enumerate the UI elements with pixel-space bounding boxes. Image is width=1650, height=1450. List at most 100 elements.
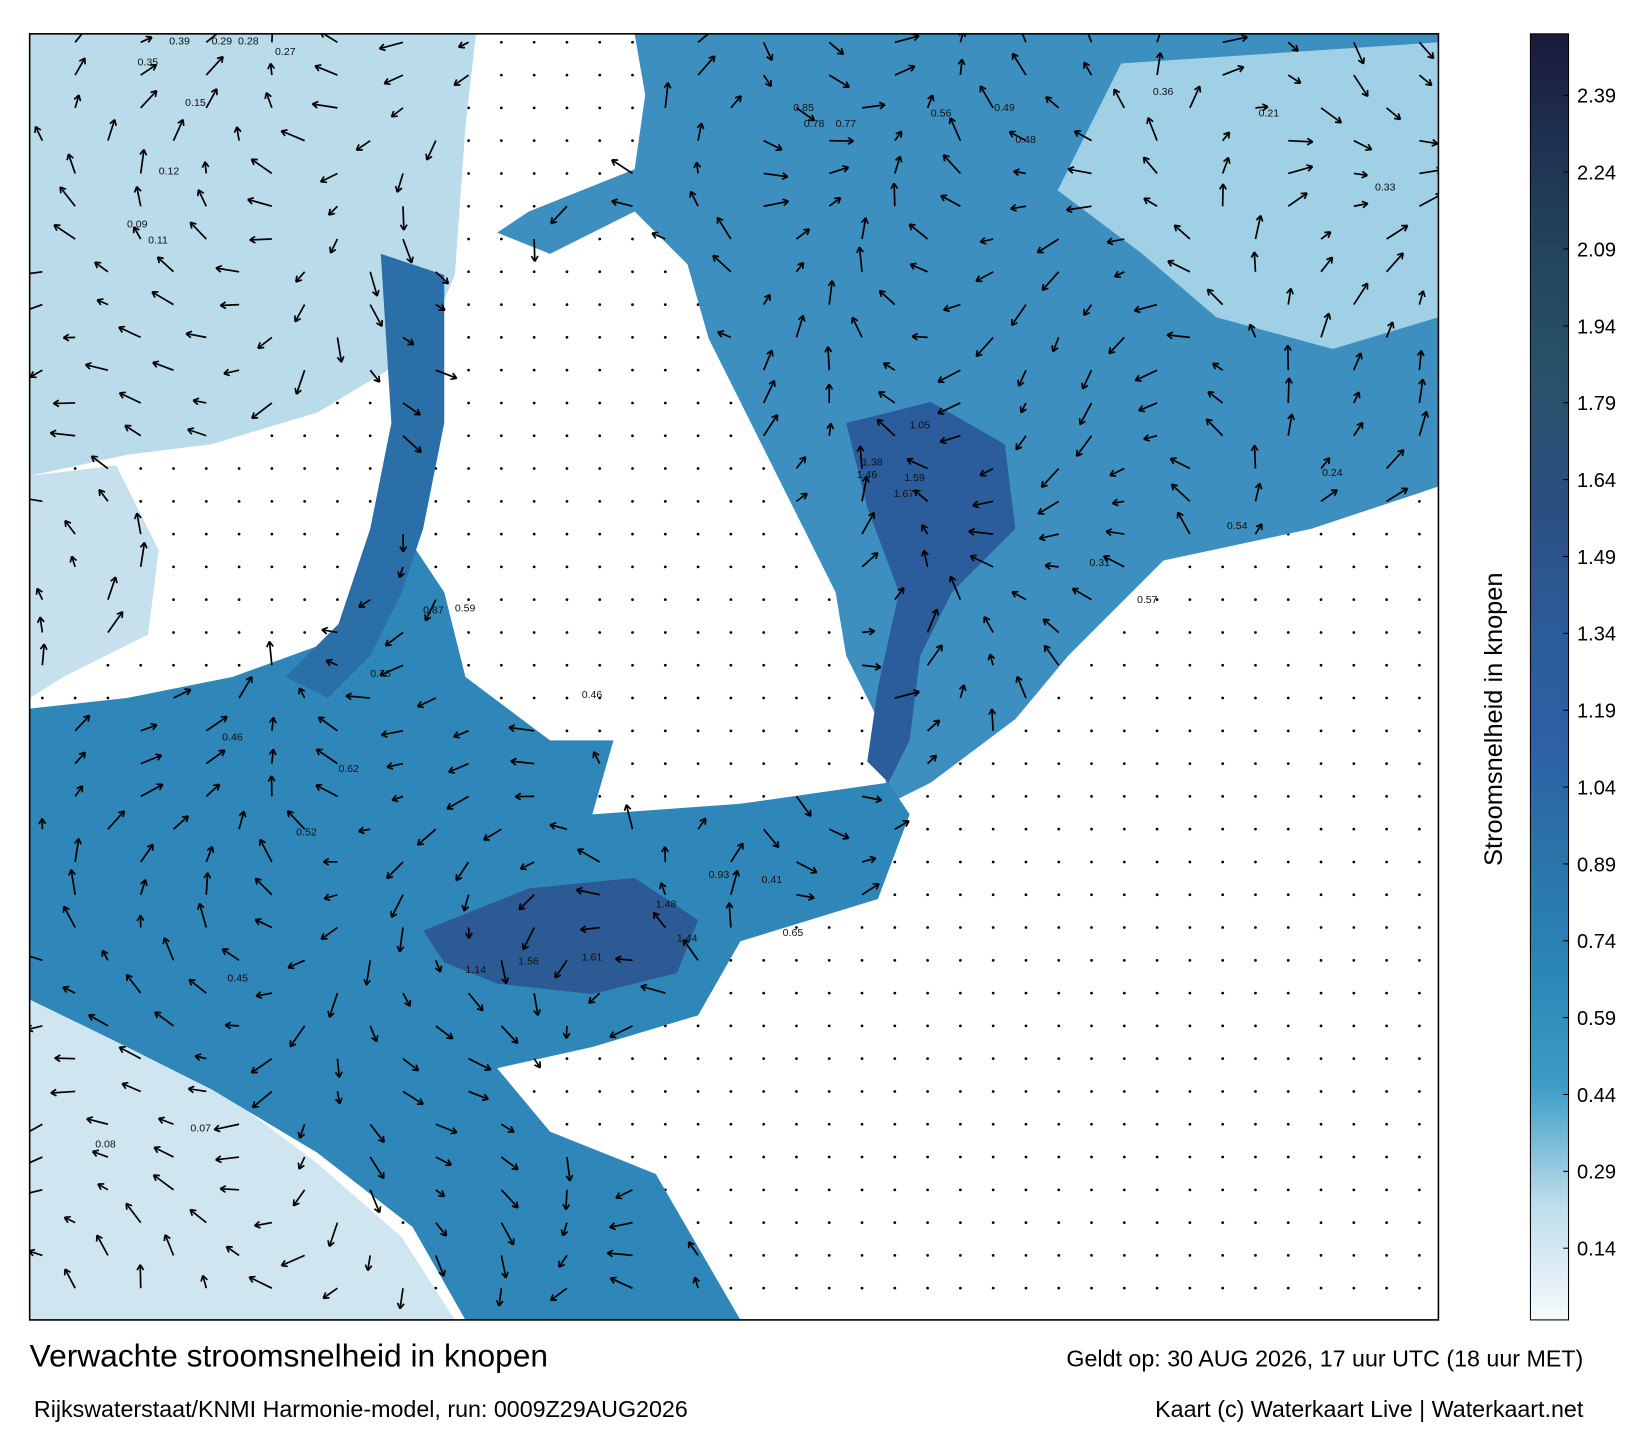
land-dot <box>565 368 569 372</box>
land-dot <box>565 696 569 700</box>
current-arrow <box>894 64 916 76</box>
land-dot <box>1418 499 1421 503</box>
arrow-head <box>1361 200 1369 209</box>
current-arrow <box>1173 224 1191 240</box>
land-dot <box>1418 598 1421 602</box>
land-dot <box>1155 598 1159 602</box>
land-dot <box>1319 598 1323 602</box>
speed-label: 0.76 <box>370 668 391 680</box>
arrow-shaft <box>205 783 221 798</box>
current-arrow <box>448 762 469 774</box>
arrow-shaft <box>289 1025 306 1048</box>
land-dot <box>991 1188 995 1192</box>
current-arrow <box>1320 231 1332 240</box>
current-arrow <box>139 148 148 174</box>
arrow-shaft <box>730 842 744 863</box>
land-dot <box>106 696 110 700</box>
land-dot <box>237 598 241 602</box>
arrow-head <box>611 198 619 207</box>
current-arrow <box>909 262 928 273</box>
arrow-shaft <box>396 173 404 193</box>
current-arrow <box>271 33 274 43</box>
land-dot <box>532 73 536 77</box>
land-dot <box>959 991 962 995</box>
arrow-shaft <box>763 200 789 208</box>
current-arrow <box>52 399 76 408</box>
arrow-head <box>712 254 720 262</box>
land-dot <box>991 958 995 962</box>
land-dot <box>1352 1254 1356 1257</box>
current-arrow <box>295 271 306 283</box>
speed-label: 1.61 <box>582 951 603 963</box>
land-dots <box>40 40 1421 1290</box>
arrow-head <box>377 1135 385 1143</box>
land-dot <box>1188 729 1192 733</box>
land-dot <box>1286 991 1290 995</box>
arrow-shaft <box>379 664 404 677</box>
arrow-head <box>484 1063 492 1072</box>
land-dot <box>565 663 569 667</box>
land-dot <box>1319 696 1323 700</box>
land-dot <box>336 467 339 470</box>
current-arrow <box>975 336 994 358</box>
arrow-shaft <box>510 760 535 765</box>
arrow-head <box>699 817 707 825</box>
land-dot <box>991 991 995 995</box>
land-dot <box>1024 1057 1028 1061</box>
current-arrow <box>140 722 158 732</box>
land-dot <box>926 1221 929 1224</box>
arrow-head <box>908 64 916 72</box>
current-arrow <box>730 869 740 895</box>
arrow-shaft <box>329 238 339 254</box>
current-arrow <box>1418 74 1433 87</box>
land-dot <box>336 565 339 569</box>
current-arrow <box>1418 41 1435 60</box>
current-arrow <box>329 238 339 254</box>
arrow-head <box>1361 89 1369 98</box>
land-dot <box>1057 1188 1061 1192</box>
current-arrow <box>200 1274 208 1289</box>
arrow-shaft <box>1353 422 1364 437</box>
arrow-shaft <box>1288 165 1313 175</box>
arrow-shaft <box>139 149 145 174</box>
land-dot <box>1385 1122 1388 1126</box>
arrow-head <box>1323 457 1331 465</box>
arrow-shaft <box>402 206 405 231</box>
arrow-shaft <box>592 751 601 764</box>
arrow-shaft <box>365 960 372 986</box>
arrow-head <box>94 261 102 269</box>
land-dot <box>40 696 44 700</box>
arrow-shaft <box>861 103 886 109</box>
land-dot <box>598 532 602 536</box>
land-dot <box>1385 893 1388 897</box>
current-arrow <box>518 894 535 911</box>
arrow-head <box>1286 287 1294 295</box>
current-arrow <box>74 33 84 43</box>
arrow-shaft <box>1108 336 1125 355</box>
arrow-head <box>188 978 196 986</box>
arrow-head <box>1008 130 1016 138</box>
current-arrow <box>132 226 142 240</box>
land-dot <box>598 336 602 339</box>
arrow-head <box>450 1127 458 1135</box>
current-arrow <box>73 838 82 863</box>
land-dot <box>303 565 307 569</box>
land-dot <box>1319 1286 1323 1290</box>
current-arrow <box>968 527 994 536</box>
speed-label: 0.48 <box>1015 134 1036 146</box>
land-dot <box>1254 729 1257 733</box>
current-arrow <box>861 101 886 110</box>
current-arrow <box>140 753 163 765</box>
arrow-shaft <box>188 1087 207 1093</box>
land-dot <box>467 565 470 569</box>
arrow-shaft <box>67 153 76 174</box>
land-dot <box>1352 827 1356 831</box>
arrow-shaft <box>518 894 535 911</box>
land-dot <box>795 1155 798 1159</box>
arrow-head <box>371 1035 379 1043</box>
land-dot <box>729 1286 733 1290</box>
arrow-shaft <box>1079 402 1093 425</box>
land-dot <box>663 401 667 405</box>
current-arrow <box>152 360 174 371</box>
current-arrow <box>49 429 76 438</box>
